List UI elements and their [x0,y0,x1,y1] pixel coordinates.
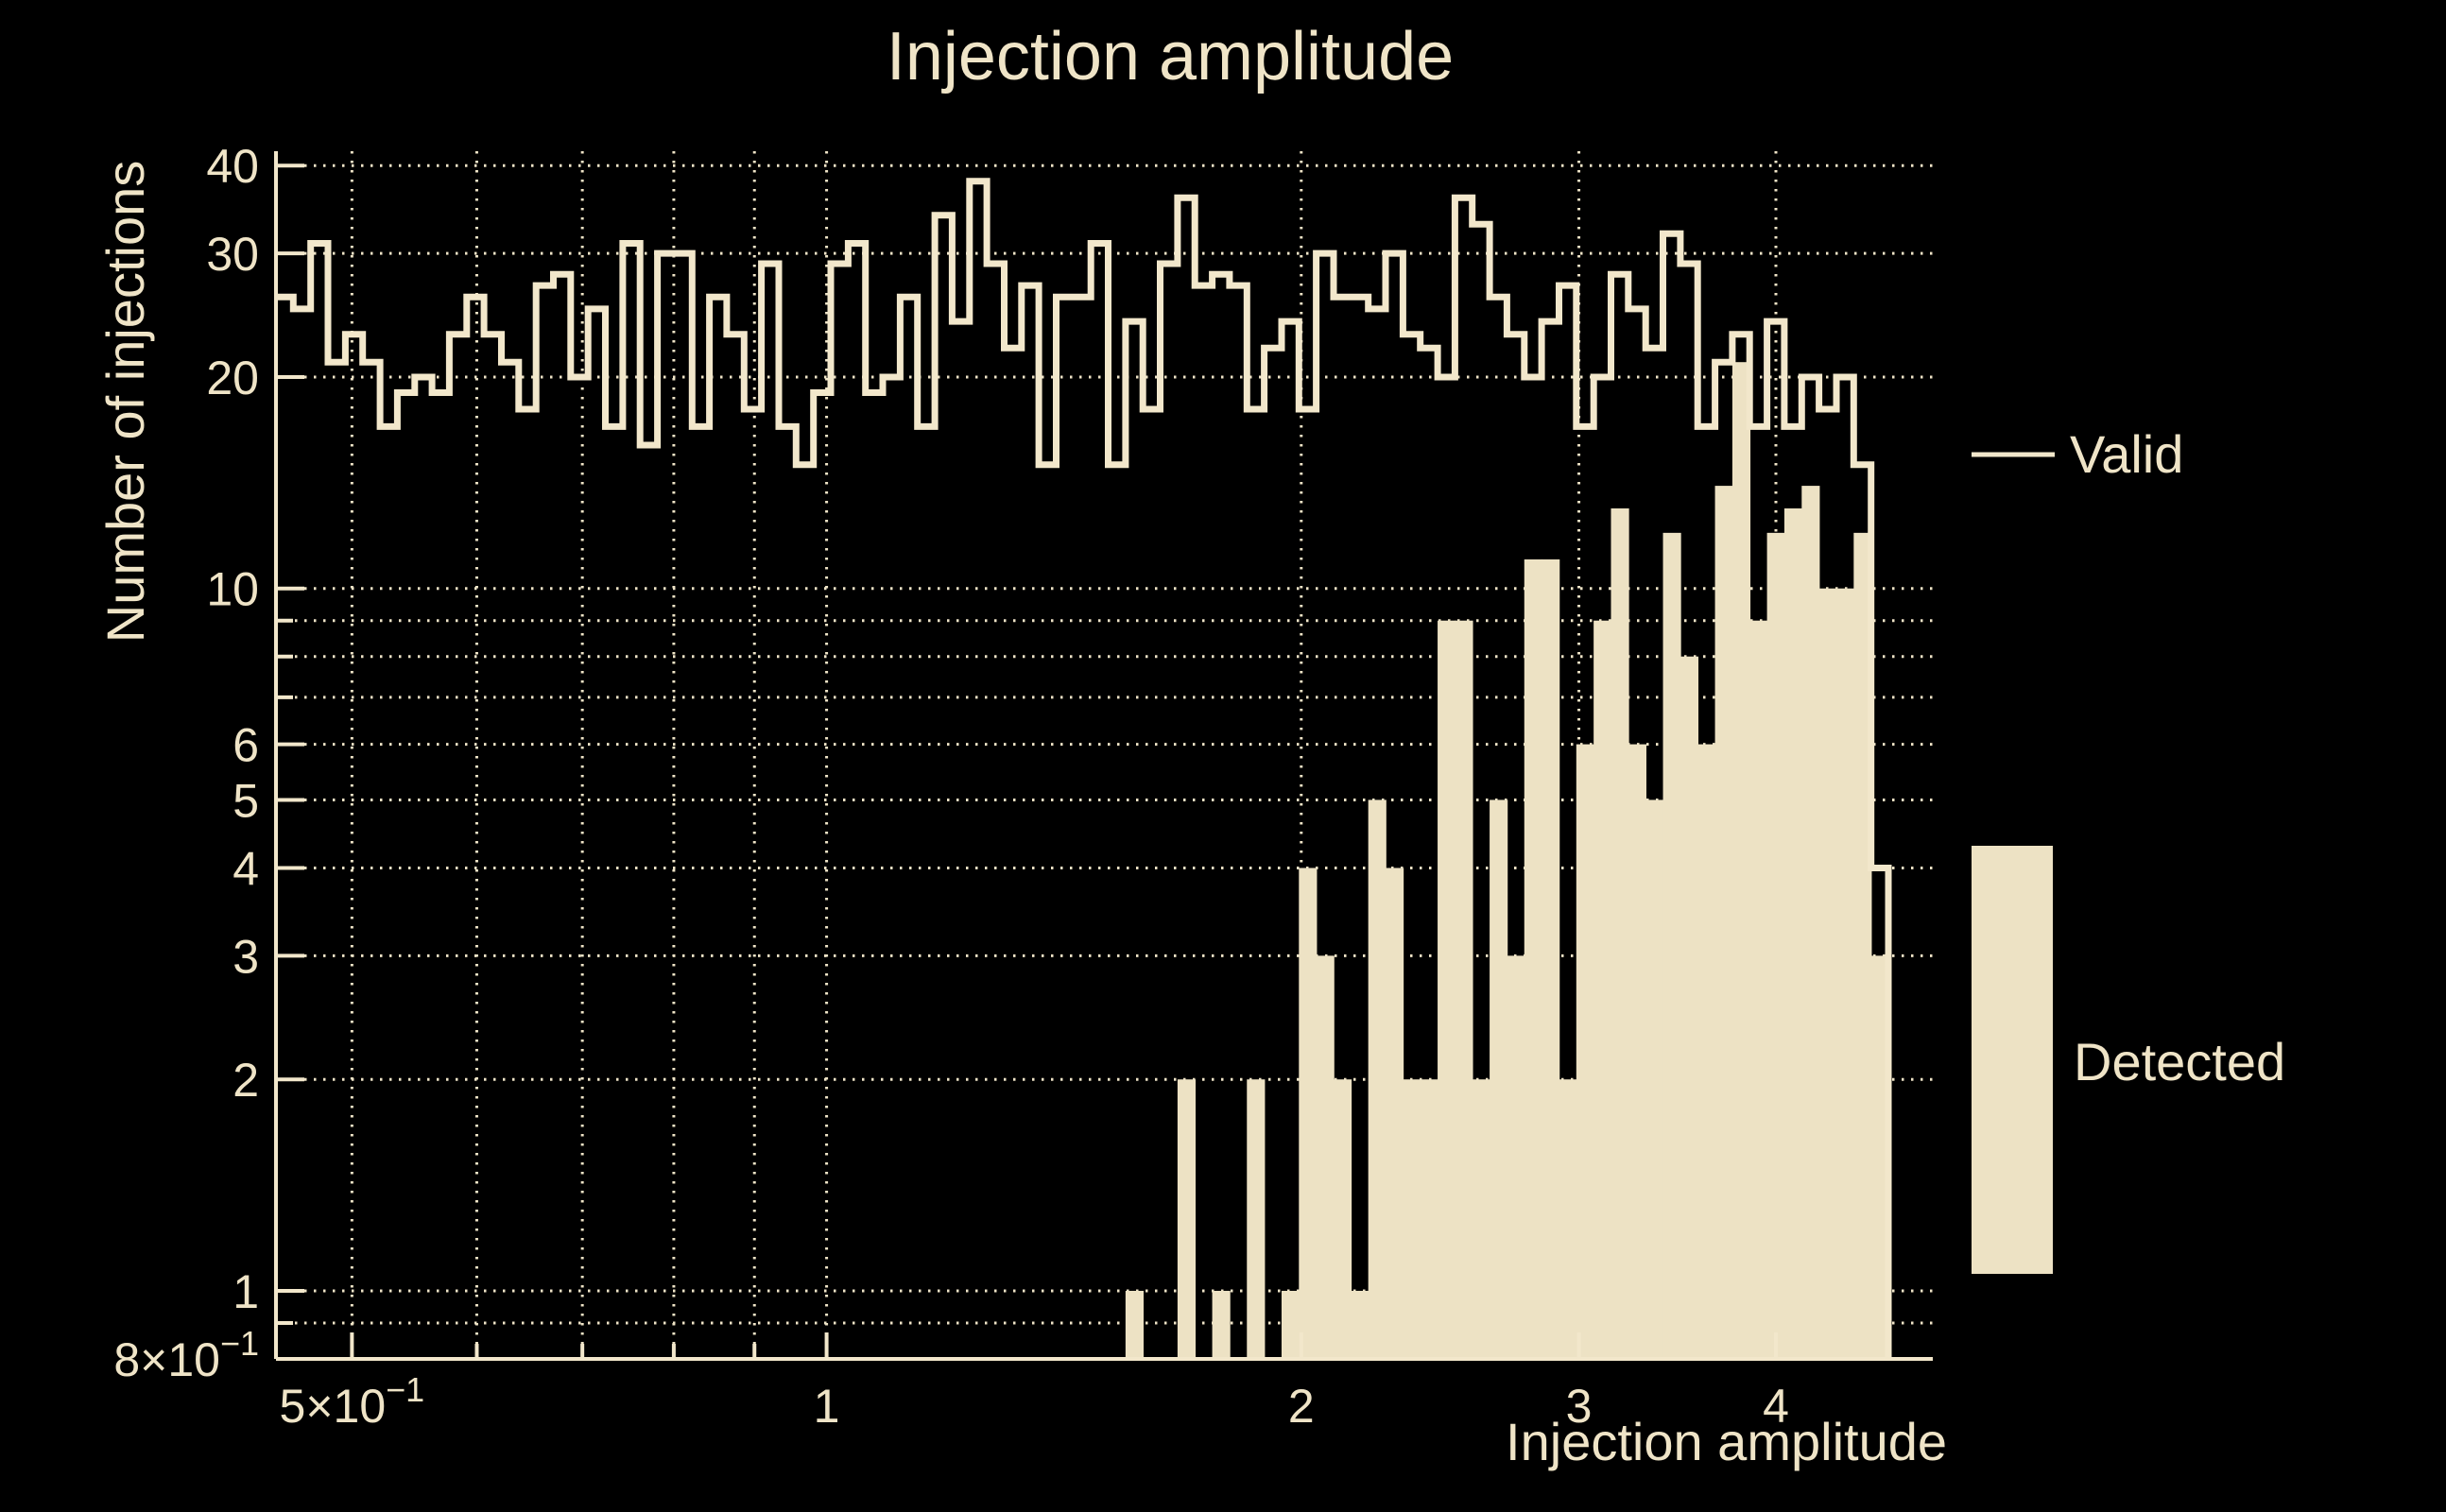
detected-bar [1386,868,1404,1359]
detected-bar [1490,799,1508,1359]
y-tick-label: 3 [233,930,259,983]
y-tick-label: 4 [233,842,259,895]
detected-bar [1697,744,1716,1359]
detected-bar [1125,1290,1145,1359]
detected-bar [1368,799,1387,1359]
detected-bar [1835,588,1855,1359]
detected-bar [1766,532,1785,1359]
detected-bar [1177,1079,1197,1359]
x-tick-label: 1 [814,1380,840,1433]
legend-valid-label: Valid [2070,424,2183,484]
detected-bar [1542,558,1560,1359]
detected-bar [1611,508,1629,1359]
x-tick-label: 5×10−1 [280,1370,425,1433]
detected-bar [1299,868,1318,1359]
detected-bar [1576,744,1594,1359]
y-tick-label: 40 [206,140,259,193]
detected-bar [1420,1079,1438,1359]
detected-bar [1783,508,1803,1359]
y-tick-label: 1 [233,1265,259,1318]
detected-bar [1714,486,1733,1359]
y-tick-label: 10 [206,563,259,616]
detected-bar [1801,486,1820,1359]
y-tick-label: 2 [233,1054,259,1107]
y-tick-label: 5 [233,774,259,827]
y-axis-title: Number of injections [95,161,155,643]
detected-bar [1559,1079,1577,1359]
detected-bar [1212,1290,1231,1359]
detected-bar [1662,532,1681,1359]
y-tick-label: 6 [233,719,259,772]
detected-bars [1125,362,1889,1359]
detected-bar [1351,1290,1369,1359]
detected-bar [1472,1079,1490,1359]
detected-bar [1749,620,1768,1359]
detected-bar [1247,1079,1266,1359]
detected-bar [1438,620,1456,1359]
axis-ticks [276,163,1778,1361]
detected-bar [1679,656,1699,1359]
detected-bar [1645,799,1664,1359]
detected-bar [1870,955,1889,1359]
valid-step-line [276,178,1892,1359]
detected-bar [1281,1290,1301,1359]
detected-bar [1524,558,1542,1359]
x-tick-label: 2 [1288,1380,1315,1433]
detected-bar [1853,532,1872,1359]
axes [274,151,1933,1361]
detected-bar [1455,620,1473,1359]
x-axis-title: Injection amplitude [1506,1412,1947,1471]
legend-detected-label: Detected [2074,1032,2285,1091]
detected-bar [1507,955,1525,1359]
y-tick-label: 8×10−1 [113,1324,259,1386]
detected-bar [1403,1079,1421,1359]
detected-bar [1333,1079,1352,1359]
axis-tick-labels: 5×10−1 1 2 3 4 40 30 20 10 65 4 3 2 1 8×10−1 [113,140,1789,1433]
detected-bar [1628,744,1646,1359]
detected-bar [1731,362,1751,1359]
x-tick-label: 3 [1566,1380,1593,1433]
legend-detected-box-swatch [1972,846,2053,1274]
legend: Valid Detected [1972,424,2285,1274]
y-tick-label: 20 [206,352,259,404]
detected-bar [1316,955,1335,1359]
x-tick-label: 4 [1763,1380,1789,1433]
detected-bar [1593,620,1612,1359]
y-tick-label: 30 [206,228,259,281]
detected-bar [1818,588,1837,1359]
chart-title: Injection amplitude [887,19,1454,94]
